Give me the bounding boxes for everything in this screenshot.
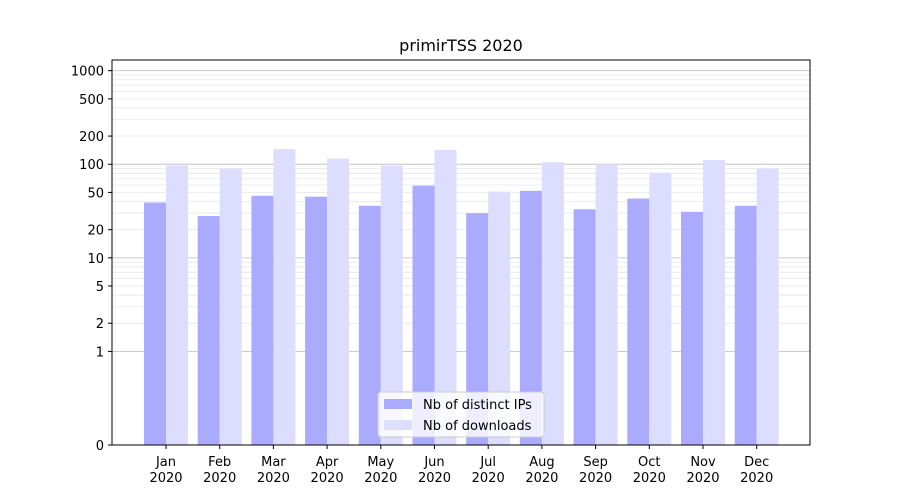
x-tick-label-year: 2020 [364, 471, 397, 486]
legend-swatch-distinct-ips [384, 399, 412, 409]
bar-downloads [380, 165, 403, 446]
x-tick-label-month: Feb [208, 455, 231, 470]
legend: Nb of distinct IPs Nb of downloads [377, 391, 545, 438]
y-tick-label: 1 [96, 345, 104, 360]
bar-distinct-ips [573, 209, 596, 445]
bar-distinct-ips [412, 185, 435, 446]
x-axis: Jan2020Feb2020Mar2020Apr2020May2020Jun20… [149, 445, 773, 486]
x-tick-label-month: Mar [261, 455, 286, 470]
x-tick-label-year: 2020 [149, 471, 182, 486]
bar-downloads [219, 168, 242, 445]
x-tick-label-year: 2020 [525, 471, 558, 486]
x-tick-label-month: Jun [423, 455, 444, 470]
bar-distinct-ips [144, 202, 166, 445]
y-tick-label: 200 [79, 130, 104, 145]
bar-distinct-ips [251, 195, 274, 445]
bar-downloads [327, 158, 350, 445]
legend-label-downloads: Nb of downloads [423, 419, 532, 434]
x-tick-label-month: Dec [744, 455, 769, 470]
bar-distinct-ips [358, 205, 381, 445]
x-tick-label-month: Oct [638, 455, 660, 470]
y-tick-label: 10 [87, 252, 104, 267]
bar-distinct-ips [734, 205, 757, 445]
x-tick-label-month: May [367, 455, 394, 470]
y-tick-label: 1000 [71, 65, 104, 80]
y-axis: 0 1 2 5 10 20 50 100 200 500 1000 [71, 65, 112, 454]
bars [144, 149, 779, 446]
legend-label-distinct-ips: Nb of distinct IPs [423, 398, 532, 413]
x-tick-label-month: Sep [583, 455, 608, 470]
bar-downloads [166, 165, 188, 446]
bar-distinct-ips [466, 213, 489, 445]
chart-title: primirTSS 2020 [399, 36, 523, 55]
y-tick-label: 500 [79, 93, 104, 108]
y-tick-label: 0 [96, 439, 104, 454]
bar-downloads [595, 164, 618, 445]
x-tick-label-month: Apr [316, 455, 339, 470]
y-tick-label: 20 [87, 224, 104, 239]
bar-distinct-ips [627, 198, 650, 445]
bar-distinct-ips [519, 190, 542, 445]
x-tick-label-month: Jul [479, 455, 496, 470]
y-tick-label: 5 [96, 280, 104, 295]
x-tick-label-year: 2020 [579, 471, 612, 486]
legend-box [377, 391, 545, 438]
bar-downloads [703, 160, 725, 445]
y-tick-label: 2 [96, 317, 104, 332]
bar-downloads [434, 149, 457, 445]
x-tick-label-year: 2020 [472, 471, 505, 486]
bar-downloads [273, 149, 296, 445]
bar-downloads [488, 191, 511, 445]
x-tick-label-month: Nov [690, 455, 716, 470]
x-tick-label-year: 2020 [418, 471, 451, 486]
y-tick-label: 50 [87, 186, 104, 201]
x-tick-label-year: 2020 [311, 471, 344, 486]
bar-distinct-ips [197, 215, 220, 445]
x-tick-label-month: Jan [155, 455, 176, 470]
bar-downloads [541, 162, 564, 446]
x-tick-label-year: 2020 [257, 471, 290, 486]
x-tick-label-month: Aug [529, 455, 554, 470]
x-tick-label-year: 2020 [633, 471, 666, 486]
x-tick-label-year: 2020 [203, 471, 236, 486]
y-tick-label: 100 [79, 158, 104, 173]
bar-downloads [756, 168, 779, 445]
x-tick-label-year: 2020 [740, 471, 773, 486]
x-tick-label-year: 2020 [686, 471, 719, 486]
plot-frame [111, 59, 811, 446]
bar-distinct-ips [305, 196, 328, 445]
legend-swatch-downloads [384, 420, 412, 430]
bar-distinct-ips [681, 211, 703, 445]
bar-downloads [649, 172, 672, 445]
